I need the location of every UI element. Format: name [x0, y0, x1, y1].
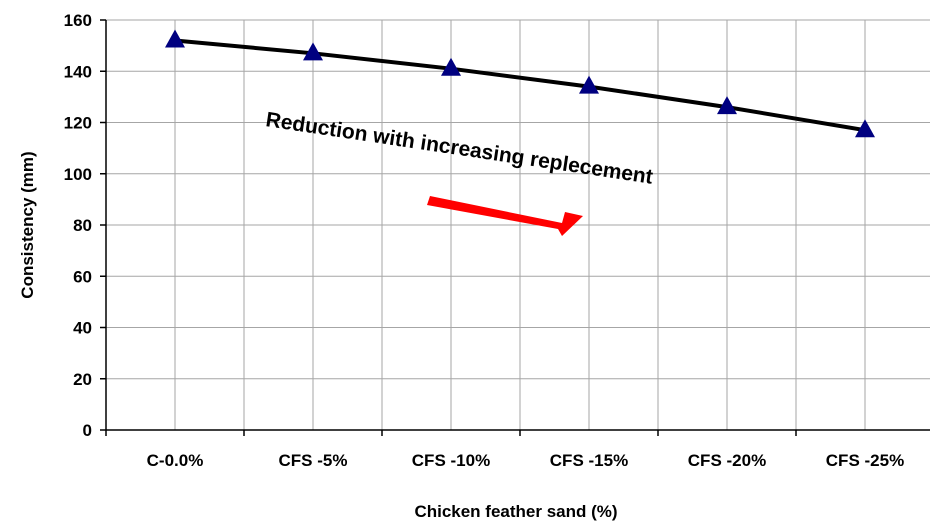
data-point-marker — [855, 119, 875, 138]
data-point-marker — [441, 57, 461, 76]
y-tick-label: 0 — [83, 421, 92, 440]
y-tick-label: 140 — [64, 62, 92, 81]
x-tick-label: CFS -15% — [550, 451, 628, 470]
y-tick-labels: 0 20 40 60 80 100 120 140 160 — [64, 11, 106, 440]
data-point-marker — [579, 75, 599, 94]
x-tick-label: CFS -10% — [412, 451, 490, 470]
data-point-marker — [717, 96, 737, 115]
x-tick-label: CFS -5% — [279, 451, 348, 470]
x-tick-label: C-0.0% — [147, 451, 204, 470]
y-tick-label: 160 — [64, 11, 92, 30]
x-tick-label: CFS -25% — [826, 451, 904, 470]
series-line — [174, 38, 866, 133]
data-point-marker — [165, 29, 185, 48]
y-tick-label: 20 — [73, 370, 92, 389]
annotation-text: Reduction with increasing replecement — [264, 108, 654, 189]
x-tick-label: CFS -20% — [688, 451, 766, 470]
y-axis-title: Consistency (mm) — [18, 151, 37, 298]
y-tick-label: 40 — [73, 319, 92, 338]
y-tick-label: 60 — [73, 267, 92, 286]
y-tick-label: 120 — [64, 114, 92, 133]
grid — [106, 19, 930, 430]
y-tick-label: 100 — [64, 165, 92, 184]
x-tick-labels: C-0.0% CFS -5% CFS -10% CFS -15% CFS -20% CFS… — [105, 430, 904, 470]
y-tick-label: 80 — [73, 216, 92, 235]
series — [165, 29, 875, 138]
data-point-marker — [303, 42, 323, 61]
x-axis-title: Chicken feather sand (%) — [414, 502, 617, 521]
red-arrow — [427, 196, 583, 236]
arrow-shape — [427, 196, 583, 236]
